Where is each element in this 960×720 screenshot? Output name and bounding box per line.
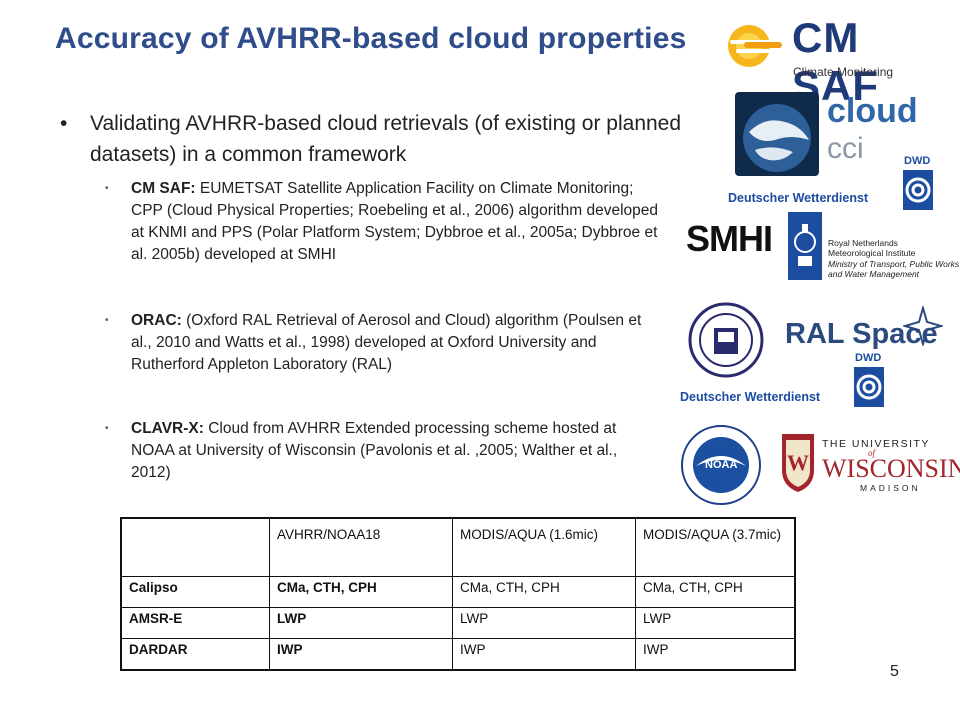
dwd-name: Deutscher Wetterdienst bbox=[728, 191, 869, 205]
cmsaf-sun-icon bbox=[728, 25, 782, 67]
table-header-cell: AVHRR/NOAA18 bbox=[269, 517, 453, 577]
cci-line1: cloud bbox=[827, 92, 918, 130]
main-bullet: • Validating AVHRR-based cloud retrieval… bbox=[60, 108, 685, 170]
main-bullet-text: Validating AVHRR-based cloud retrievals … bbox=[90, 112, 682, 166]
sub-bullet-text: Cloud from AVHRR Extended processing sch… bbox=[131, 420, 618, 481]
table-row: AMSR-E LWP LWP LWP bbox=[120, 607, 796, 639]
sub-bullet-text: (Oxford RAL Retrieval of Aerosol and Clo… bbox=[131, 312, 642, 373]
noaa-emblem-icon bbox=[681, 425, 761, 505]
knmi-line4: and Water Management bbox=[828, 269, 920, 279]
table-header-cell: MODIS/AQUA (1.6mic) bbox=[452, 517, 636, 577]
table-row-header: Calipso bbox=[120, 576, 270, 608]
bullet-icon: • bbox=[60, 112, 68, 135]
oxford-seal-icon bbox=[688, 302, 764, 378]
wisconsin-logo: W THE UNIVERSITY of WISCONSIN MADISON bbox=[778, 430, 960, 498]
table-cell: CMa, CTH, CPH bbox=[635, 576, 796, 608]
noaa-name: NOAA bbox=[705, 459, 738, 471]
knmi-logo: Royal Netherlands Meteorological Institu… bbox=[788, 212, 959, 292]
sub-bullet-clavrx: • CLAVR-X: Cloud from AVHRR Extended pro… bbox=[105, 418, 660, 484]
table-cell: IWP bbox=[452, 638, 636, 671]
uw-line4: MADISON bbox=[860, 483, 921, 493]
earth-icon bbox=[735, 92, 819, 176]
noaa-logo: NOAA bbox=[680, 424, 762, 506]
svg-text:W: W bbox=[787, 450, 809, 475]
uw-line2: of bbox=[868, 448, 876, 458]
uw-line3: WISCONSIN bbox=[822, 454, 960, 483]
ral-space-logo: RAL Space bbox=[785, 306, 945, 358]
wisconsin-crest-icon: W bbox=[782, 434, 814, 492]
dwd-abbr: DWD bbox=[855, 352, 882, 364]
cloud-cci-logo: cloud cci bbox=[735, 92, 918, 180]
cmsaf-logo: CM SAF Climate Monitoring bbox=[722, 12, 952, 109]
page-number: 5 bbox=[890, 663, 899, 680]
dwd-logo-2: DWD Deutscher Wetterdienst bbox=[678, 352, 888, 412]
table-cell: LWP bbox=[452, 607, 636, 639]
validation-table: AVHRR/NOAA18 MODIS/AQUA (1.6mic) MODIS/A… bbox=[120, 517, 796, 671]
slide-title: Accuracy of AVHRR-based cloud properties bbox=[55, 22, 687, 55]
sub-bullet-term: ORAC: bbox=[131, 312, 182, 329]
dwd-swirl-icon bbox=[854, 367, 884, 407]
table-cell: CMa, CTH, CPH bbox=[452, 576, 636, 608]
table-cell: LWP bbox=[269, 607, 453, 639]
knmi-crest-icon bbox=[788, 212, 822, 280]
smhi-name: SMHI bbox=[686, 218, 773, 259]
table-cell: IWP bbox=[269, 638, 453, 671]
sub-bullet-text: EUMETSAT Satellite Application Facility … bbox=[131, 180, 659, 263]
table-cell: LWP bbox=[635, 607, 796, 639]
star-icon bbox=[903, 306, 943, 346]
table-row-header: DARDAR bbox=[120, 638, 270, 671]
dwd-swirl-icon bbox=[903, 170, 933, 210]
dwd-abbr: DWD bbox=[904, 155, 931, 167]
knmi-line3: Ministry of Transport, Public Works bbox=[828, 259, 960, 269]
table-row: Calipso CMa, CTH, CPH CMa, CTH, CPH CMa,… bbox=[120, 576, 796, 608]
bullet-icon: • bbox=[105, 315, 109, 326]
knmi-line1: Royal Netherlands bbox=[828, 238, 898, 248]
cci-line2: cci bbox=[827, 132, 864, 165]
table-header-row: AVHRR/NOAA18 MODIS/AQUA (1.6mic) MODIS/A… bbox=[120, 517, 796, 577]
cmsaf-subtitle: Climate Monitoring bbox=[793, 65, 894, 79]
table-header-cell bbox=[120, 517, 270, 577]
table-row: DARDAR IWP IWP IWP bbox=[120, 638, 796, 671]
table-cell: CMa, CTH, CPH bbox=[269, 576, 453, 608]
dwd-logo: DWD Deutscher Wetterdienst bbox=[725, 155, 935, 213]
uw-line1: THE UNIVERSITY bbox=[822, 438, 930, 450]
table-header-cell: MODIS/AQUA (3.7mic) bbox=[635, 517, 796, 577]
sub-bullet-orac: • ORAC: (Oxford RAL Retrieval of Aerosol… bbox=[105, 310, 660, 376]
sub-bullet-term: CLAVR-X: bbox=[131, 420, 204, 437]
knmi-line2: Meteorological Institute bbox=[828, 248, 916, 258]
bullet-icon: • bbox=[105, 423, 109, 434]
dwd-name: Deutscher Wetterdienst bbox=[680, 390, 821, 404]
sub-bullet-term: CM SAF: bbox=[131, 180, 196, 197]
sub-bullet-cmsaf: • CM SAF: EUMETSAT Satellite Application… bbox=[105, 178, 660, 266]
smhi-logo: SMHI bbox=[686, 218, 786, 262]
bullet-icon: • bbox=[105, 183, 109, 194]
table-row-header: AMSR-E bbox=[120, 607, 270, 639]
table-cell: IWP bbox=[635, 638, 796, 671]
